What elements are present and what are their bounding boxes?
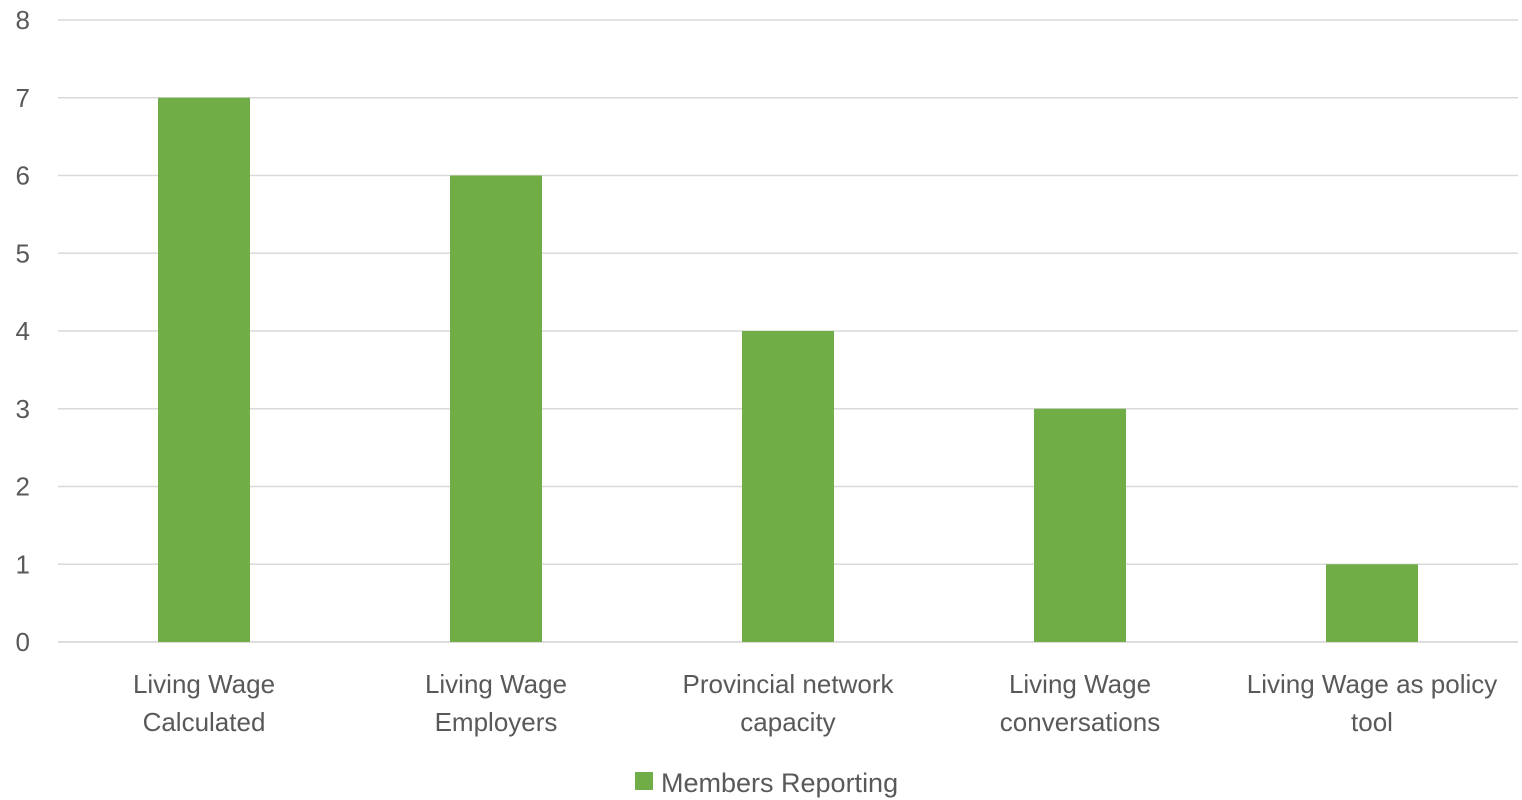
y-tick-label: 6	[16, 161, 30, 191]
x-tick-label: tool	[1351, 707, 1393, 737]
y-axis-ticks: 0 1 2 3 4 5 6 7 8	[16, 5, 30, 657]
bar	[450, 175, 542, 642]
x-tick-label: Provincial network	[683, 669, 895, 699]
bar	[1326, 564, 1418, 642]
y-tick-label: 7	[16, 83, 30, 113]
legend: Members Reporting	[635, 768, 898, 798]
legend-label: Members Reporting	[661, 768, 898, 798]
bar	[158, 97, 250, 642]
x-tick-label: Employers	[435, 707, 558, 737]
x-tick-label: Living Wage as policy	[1247, 669, 1498, 699]
x-tick-label: conversations	[1000, 707, 1160, 737]
y-tick-label: 1	[16, 549, 30, 579]
x-axis-ticks: Living Wage Calculated Living Wage Employer…	[133, 669, 1497, 737]
bar	[1034, 408, 1126, 642]
y-tick-label: 5	[16, 238, 30, 268]
y-tick-label: 0	[16, 627, 30, 657]
x-tick-label: Calculated	[143, 707, 266, 737]
x-tick-label: capacity	[740, 707, 835, 737]
y-tick-label: 8	[16, 5, 30, 35]
x-tick-label: Living Wage	[425, 669, 567, 699]
y-tick-label: 3	[16, 394, 30, 424]
bars	[158, 97, 1418, 642]
y-tick-label: 4	[16, 316, 30, 346]
bar	[742, 331, 834, 642]
legend-swatch	[635, 772, 653, 790]
y-tick-label: 2	[16, 472, 30, 502]
x-tick-label: Living Wage	[133, 669, 275, 699]
x-tick-label: Living Wage	[1009, 669, 1151, 699]
